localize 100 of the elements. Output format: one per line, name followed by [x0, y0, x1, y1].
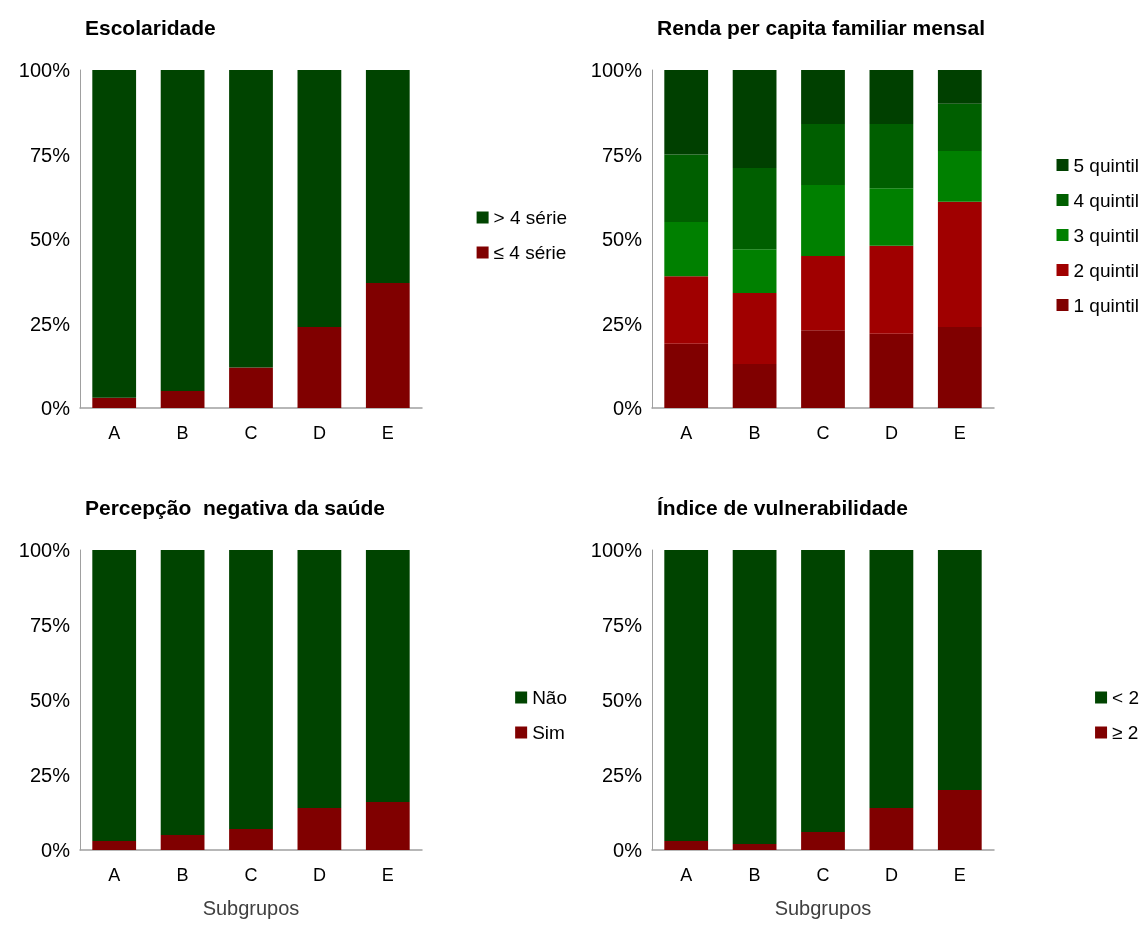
legend-label: Não [532, 687, 567, 708]
legend-label: > 4 série [493, 207, 567, 228]
x-tick-label: B [748, 865, 761, 885]
x-tick-label: E [381, 865, 394, 885]
bar [937, 201, 982, 327]
bar [229, 829, 273, 850]
legend-label: ≥ 2 [1112, 722, 1139, 743]
legend-label: Sim [532, 722, 565, 743]
bar [732, 550, 777, 844]
legend-label: ≤ 4 série [493, 242, 567, 263]
bar [801, 70, 845, 125]
bar [664, 276, 709, 344]
x-tick-label: A [108, 865, 121, 885]
x-tick-label: E [953, 423, 966, 443]
bar [869, 550, 914, 808]
y-tick-label: 100% [18, 539, 71, 561]
bar [869, 245, 914, 334]
bar [229, 70, 273, 368]
chart-title: Renda per capita familiar mensal [657, 16, 985, 39]
bar [801, 330, 845, 408]
legend-label: 5 quintil [1073, 154, 1140, 176]
bar [160, 550, 205, 835]
x-tick-label: C [816, 423, 830, 443]
x-tick-label: C [244, 423, 258, 443]
legend-label: 4 quintil [1073, 189, 1140, 211]
x-tick-label: A [680, 423, 693, 443]
bar [732, 168, 777, 250]
bar [937, 103, 982, 152]
bar [732, 364, 777, 408]
bar [664, 343, 709, 408]
bar [365, 282, 410, 408]
bar [664, 841, 709, 850]
bar [160, 70, 205, 392]
bar [937, 326, 982, 408]
x-tick-label: E [953, 865, 966, 885]
bar [160, 835, 205, 850]
bar [297, 326, 342, 408]
legend-label: 2 quintil [1073, 259, 1140, 281]
bar [937, 151, 982, 202]
bar [801, 550, 845, 832]
x-tick-label: C [816, 865, 830, 885]
x-tick-label: B [748, 423, 761, 443]
y-tick-label: 100% [18, 59, 71, 81]
bar [869, 808, 914, 850]
y-tick-label: 25% [601, 764, 643, 786]
x-tick-label: E [381, 423, 394, 443]
bar [732, 293, 777, 365]
y-tick-label: 75% [29, 614, 71, 636]
y-tick-label: 75% [601, 614, 643, 636]
legend-label: 1 quintil [1073, 294, 1140, 316]
bar [664, 154, 709, 223]
y-tick-label: 50% [601, 689, 643, 711]
bar [92, 841, 137, 850]
y-tick-label: 25% [29, 764, 71, 786]
bar [664, 70, 709, 155]
bar [732, 844, 777, 850]
bar [937, 550, 982, 790]
bar [365, 70, 410, 283]
bar [869, 70, 914, 125]
bar [92, 70, 137, 398]
y-tick-label: 0% [41, 397, 71, 419]
bar [365, 802, 410, 850]
y-tick-label: 75% [29, 143, 71, 166]
bar [297, 808, 342, 850]
x-axis-title: Subgrupos [774, 897, 872, 919]
bar [297, 70, 342, 327]
bar [229, 550, 273, 829]
bar [664, 222, 709, 277]
bar [92, 397, 137, 408]
x-tick-label: A [680, 865, 693, 885]
bar [92, 550, 137, 841]
y-tick-label: 50% [601, 228, 643, 250]
bar [732, 249, 777, 294]
chart-title: Percepção negativa da saúde [85, 496, 385, 519]
x-tick-label: B [176, 865, 189, 885]
bar [732, 70, 777, 169]
y-tick-label: 0% [613, 397, 643, 419]
y-tick-label: 25% [601, 312, 643, 335]
x-tick-label: D [312, 865, 326, 885]
bar [801, 832, 845, 850]
x-tick-label: A [108, 423, 121, 443]
y-tick-label: 50% [29, 228, 71, 250]
bar [801, 184, 845, 256]
bar [801, 124, 845, 185]
x-tick-label: C [244, 865, 258, 885]
y-tick-label: 25% [29, 312, 71, 335]
bar [869, 124, 914, 189]
y-tick-label: 0% [613, 839, 643, 861]
bar [297, 550, 342, 808]
chart-title: Escolaridade [85, 16, 216, 39]
legend-label: 3 quintil [1073, 224, 1140, 246]
x-axis-title: Subgrupos [202, 897, 300, 919]
y-tick-label: 100% [590, 539, 643, 561]
y-tick-label: 50% [29, 689, 71, 711]
bar [229, 367, 273, 408]
bar [664, 550, 709, 841]
bar [365, 550, 410, 802]
legend-label: < 2 [1112, 687, 1140, 708]
y-tick-label: 75% [601, 143, 643, 166]
y-tick-label: 0% [41, 839, 71, 861]
